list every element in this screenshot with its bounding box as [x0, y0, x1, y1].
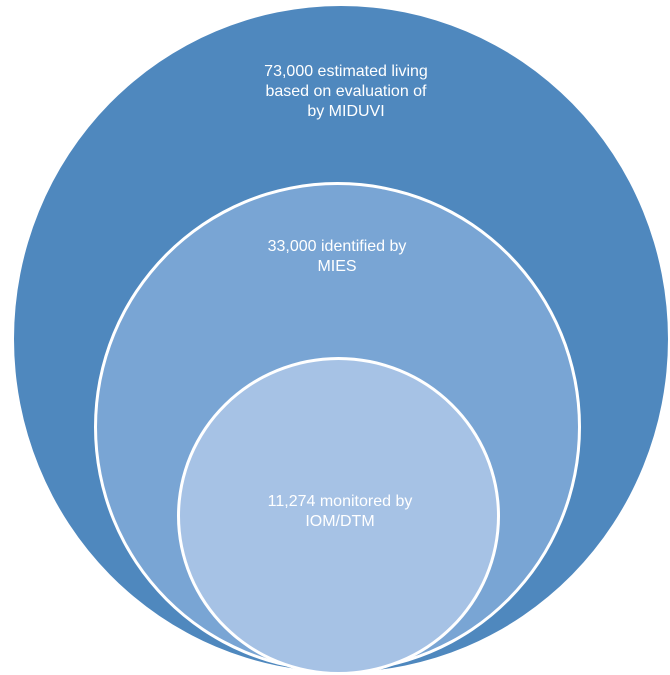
outer-label-line-1: 73,000 estimated living: [264, 63, 428, 80]
outer-circle-label: 73,000 estimated living based on evaluat…: [231, 62, 461, 122]
middle-label-line-1: 33,000 identified by: [267, 238, 407, 255]
middle-circle-label: 33,000 identified by MIES: [222, 237, 452, 277]
middle-label-line-2: MIES: [317, 258, 357, 275]
outer-label-line-2: based on evaluation of: [265, 83, 427, 100]
inner-label-line-1: 11,274 monitored by: [267, 493, 413, 510]
outer-label-line-3: by MIDUVI: [307, 103, 385, 120]
inner-circle: [177, 357, 500, 675]
inner-circle-label: 11,274 monitored by IOM/DTM: [225, 492, 455, 532]
inner-label-line-2: IOM/DTM: [305, 513, 375, 530]
